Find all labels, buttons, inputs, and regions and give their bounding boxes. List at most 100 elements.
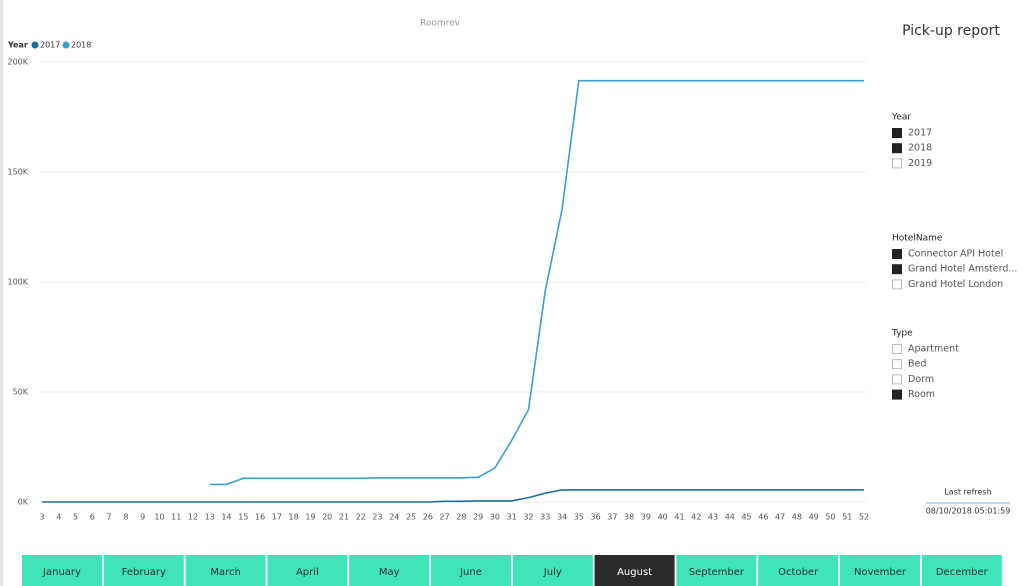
slicer-item[interactable]: Bed xyxy=(908,359,926,370)
month-button[interactable] xyxy=(758,555,839,586)
x-tick-label: 41 xyxy=(674,513,684,522)
x-tick-label: 52 xyxy=(859,513,869,522)
month-label[interactable]: October xyxy=(778,567,819,578)
series-line xyxy=(209,79,864,486)
series-line xyxy=(42,489,864,503)
x-tick-label: 49 xyxy=(809,513,819,522)
x-tick-label: 14 xyxy=(221,513,231,522)
y-tick-label: 100K xyxy=(7,278,28,287)
month-button[interactable] xyxy=(267,555,348,586)
x-tick-label: 28 xyxy=(456,513,466,522)
slicer-title: HotelName xyxy=(892,234,943,244)
x-tick-label: 37 xyxy=(607,513,617,522)
x-tick-label: 42 xyxy=(691,513,701,522)
refresh-time: 08/10/2018 05:01:59 xyxy=(926,507,1011,516)
x-tick-label: 22 xyxy=(356,513,366,522)
x-tick-label: 43 xyxy=(708,513,718,522)
x-tick-label: 46 xyxy=(758,513,768,522)
month-button[interactable] xyxy=(594,555,675,586)
slicer-title: Type xyxy=(891,329,913,339)
y-tick-label: 50K xyxy=(13,388,29,397)
month-button[interactable] xyxy=(103,555,184,586)
x-tick-label: 50 xyxy=(825,513,835,522)
month-button[interactable] xyxy=(185,555,266,586)
slicer-item[interactable]: 2017 xyxy=(908,128,932,139)
x-tick-label: 36 xyxy=(590,513,600,522)
month-label[interactable]: June xyxy=(459,567,482,578)
x-tick-label: 44 xyxy=(725,513,735,522)
x-tick-label: 40 xyxy=(658,513,668,522)
slicer-checkbox[interactable] xyxy=(892,264,902,275)
x-tick-label: 29 xyxy=(473,513,483,522)
x-tick-label: 15 xyxy=(238,513,248,522)
slicer-checkbox[interactable] xyxy=(892,389,902,400)
x-tick-label: 45 xyxy=(741,513,751,522)
month-button[interactable] xyxy=(349,555,430,586)
x-tick-label: 18 xyxy=(289,513,299,522)
slicer-checkbox[interactable] xyxy=(892,249,902,259)
report-title: Pick-up report xyxy=(902,23,1000,39)
month-label[interactable]: February xyxy=(122,567,166,578)
slicer-item[interactable]: Room xyxy=(908,389,935,400)
month-label[interactable]: July xyxy=(543,567,562,578)
x-tick-label: 7 xyxy=(107,513,112,522)
month-button[interactable] xyxy=(22,555,102,586)
month-label[interactable]: May xyxy=(379,567,400,578)
month-button[interactable] xyxy=(921,555,1002,586)
x-tick-label: 16 xyxy=(255,513,265,522)
y-tick-label: 150K xyxy=(7,168,28,177)
slicer-checkbox[interactable] xyxy=(892,279,902,290)
month-label[interactable]: August xyxy=(617,567,652,578)
x-tick-label: 4 xyxy=(56,513,61,522)
slicer-checkbox[interactable] xyxy=(892,128,902,138)
month-label[interactable]: January xyxy=(42,567,81,578)
month-label[interactable]: November xyxy=(854,567,907,578)
x-tick-label: 12 xyxy=(188,513,198,522)
x-tick-label: 6 xyxy=(90,513,95,522)
x-tick-label: 10 xyxy=(154,513,164,522)
slicer-checkbox[interactable] xyxy=(892,158,902,169)
slicer-checkbox[interactable] xyxy=(892,143,902,154)
month-button[interactable] xyxy=(512,555,593,586)
x-tick-label: 17 xyxy=(272,513,282,522)
x-tick-label: 9 xyxy=(140,513,145,522)
month-button[interactable] xyxy=(676,555,757,586)
slicer-checkbox[interactable] xyxy=(892,344,902,354)
legend-label: 2017 xyxy=(40,41,60,50)
y-tick-label: 200K xyxy=(7,58,28,67)
x-tick-label: 39 xyxy=(641,513,651,522)
x-tick-label: 19 xyxy=(305,513,315,522)
refresh-label: Last refresh xyxy=(944,488,991,497)
slicer-item[interactable]: Grand Hotel Amsterd... xyxy=(908,264,1017,275)
month-label[interactable]: April xyxy=(296,567,319,578)
slicer-item[interactable]: Dorm xyxy=(908,374,934,385)
month-button[interactable] xyxy=(431,555,511,586)
chart-title: Roomrev xyxy=(420,19,461,29)
left-border xyxy=(0,0,3,586)
slicer-item[interactable]: Apartment xyxy=(908,344,959,355)
x-tick-label: 13 xyxy=(205,513,215,522)
x-tick-label: 30 xyxy=(490,513,500,522)
x-tick-label: 32 xyxy=(523,513,533,522)
legend-title: Year xyxy=(7,41,28,50)
x-tick-label: 33 xyxy=(540,513,550,522)
x-tick-label: 35 xyxy=(574,513,584,522)
slicer-title: Year xyxy=(891,113,911,123)
x-tick-label: 3 xyxy=(39,513,44,522)
slicer-item[interactable]: Connector API Hotel xyxy=(908,249,1003,260)
slicer-item[interactable]: Grand Hotel London xyxy=(908,279,1003,290)
slicer-item[interactable]: 2019 xyxy=(908,158,932,169)
legend-marker xyxy=(62,41,70,49)
legend-marker xyxy=(31,41,39,49)
month-label[interactable]: December xyxy=(936,567,989,578)
x-tick-label: 23 xyxy=(372,513,382,522)
month-label[interactable]: September xyxy=(689,567,745,578)
month-label[interactable]: March xyxy=(210,567,240,578)
slicer-checkbox[interactable] xyxy=(892,374,902,385)
x-tick-label: 51 xyxy=(842,513,852,522)
slicer-checkbox[interactable] xyxy=(892,359,902,370)
slicer-item[interactable]: 2018 xyxy=(908,143,932,154)
x-tick-label: 27 xyxy=(440,513,450,522)
month-button[interactable] xyxy=(840,555,920,586)
